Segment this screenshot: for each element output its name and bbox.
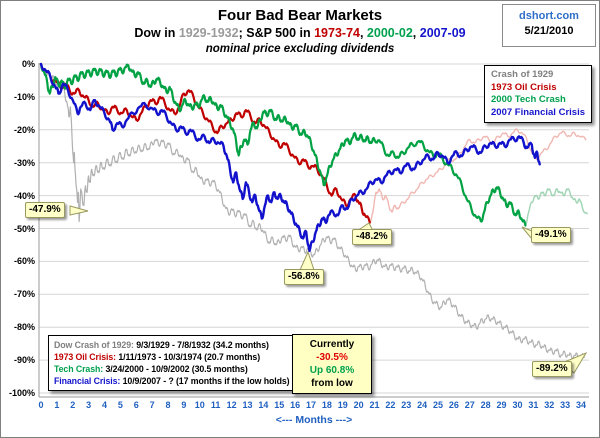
source-date: 5/21/2010 bbox=[524, 25, 574, 37]
subtitle-part: , bbox=[412, 26, 420, 40]
legend-item: Crash of 1929 bbox=[491, 69, 554, 80]
chart-tagline: nominal price excluding dividends bbox=[205, 43, 395, 55]
x-tick-label: 21 bbox=[369, 400, 380, 410]
y-tick-label: -70% bbox=[13, 289, 35, 300]
subtitle-part: Dow in bbox=[134, 26, 179, 40]
x-tick-label: 3 bbox=[86, 400, 92, 410]
callout-label: -47.9% bbox=[25, 202, 65, 218]
x-tick-label: 15 bbox=[274, 400, 285, 410]
currently-change: Up 60.8% bbox=[309, 365, 355, 376]
y-tick-label: -90% bbox=[13, 355, 35, 366]
y-tick-label: -40% bbox=[13, 190, 35, 201]
x-tick-label: 14 bbox=[258, 400, 269, 410]
crash-dates-row: Tech Crash: 3/24/2000 - 10/9/2002 (30.5 … bbox=[54, 363, 290, 375]
x-tick-label: 22 bbox=[385, 400, 396, 410]
x-tick-label: 31 bbox=[528, 400, 539, 410]
x-tick-label: 5 bbox=[117, 400, 123, 410]
subtitle-part: 1929-1932 bbox=[178, 26, 239, 40]
series-line bbox=[369, 128, 587, 224]
y-tick-label: -80% bbox=[13, 322, 35, 333]
callout-tail bbox=[69, 205, 89, 216]
crash-dates-row-text: 9/3/1929 - 7/8/1932 (34.2 months) bbox=[133, 340, 269, 350]
x-tick-label: 2 bbox=[70, 400, 76, 410]
series-line bbox=[524, 188, 588, 227]
y-tick-label: -10% bbox=[13, 91, 35, 102]
x-tick-label: 19 bbox=[337, 400, 348, 410]
subtitle-part: S&P 500 in bbox=[246, 26, 315, 40]
crash-dates-row-text: 10/9/2007 - ? (17 months if the low hold… bbox=[120, 376, 290, 386]
x-tick-label: 24 bbox=[417, 400, 428, 410]
subtitle-part: 2000-02 bbox=[366, 26, 413, 40]
callout-label: -56.8% bbox=[284, 269, 324, 285]
x-tick-label: 23 bbox=[401, 400, 412, 410]
crash-dates-row-label: Financial Crisis: bbox=[54, 376, 121, 386]
x-tick-label: 0 bbox=[38, 400, 44, 410]
currently-title: Currently bbox=[309, 339, 355, 350]
x-tick-label: 10 bbox=[194, 400, 205, 410]
legend-item: 2007 Financial Crisis bbox=[491, 106, 585, 118]
crash-dates-row: Financial Crisis: 10/9/2007 - ? (17 mont… bbox=[54, 375, 290, 387]
crash-dates-row: Dow Crash of 1929: 9/3/1929 - 7/8/1932 (… bbox=[54, 339, 290, 351]
legend-item: 2000 Tech Crash bbox=[491, 94, 566, 105]
crash-dates-row-label: Dow Crash of 1929: bbox=[54, 340, 134, 350]
x-tick-label: 30 bbox=[512, 400, 523, 410]
x-tick-label: 29 bbox=[496, 400, 507, 410]
crash-dates-box: Dow Crash of 1929: 9/3/1929 - 7/8/1932 (… bbox=[48, 335, 296, 391]
crash-dates-row-label: Tech Crash: bbox=[54, 364, 104, 374]
subtitle-part: , bbox=[359, 26, 367, 40]
source-box: dshort.com 5/21/2010 bbox=[502, 4, 596, 47]
x-tick-label: 32 bbox=[544, 400, 555, 410]
x-tick-label: 18 bbox=[321, 400, 332, 410]
series-line bbox=[40, 63, 585, 361]
x-tick-label: 17 bbox=[305, 400, 316, 410]
x-tick-label: 9 bbox=[181, 400, 187, 410]
x-tick-label: 20 bbox=[353, 400, 364, 410]
y-tick-label: -100% bbox=[8, 388, 35, 398]
x-tick-label: 25 bbox=[433, 400, 444, 410]
y-tick-label: -20% bbox=[13, 124, 35, 135]
x-tick-label: 13 bbox=[242, 400, 253, 410]
x-tick-label: 16 bbox=[290, 400, 301, 410]
x-tick-label: 26 bbox=[448, 400, 459, 410]
x-axis-title: <--- Months ---> bbox=[275, 414, 353, 426]
subtitle-part: ; bbox=[238, 26, 247, 40]
chart-subtitle: Dow in 1929-1932; S&P 500 in 1973-74, 20… bbox=[1, 26, 599, 40]
y-tick-label: -50% bbox=[13, 223, 35, 234]
x-tick-label: 33 bbox=[560, 400, 571, 410]
currently-value: -30.5% bbox=[316, 352, 348, 363]
chart-title: Four Bad Bear Markets bbox=[217, 7, 383, 24]
y-tick-label: -30% bbox=[13, 157, 35, 168]
x-tick-label: 8 bbox=[165, 400, 171, 410]
subtitle-part: 2007-09 bbox=[419, 26, 466, 40]
callout-label: -49.1% bbox=[531, 227, 571, 243]
legend-item: 1973 Oil Crisis bbox=[491, 81, 557, 93]
x-tick-label: 1 bbox=[54, 400, 60, 410]
crash-dates-row-text: 1/11/1973 - 10/3/1974 (20.7 months) bbox=[115, 352, 261, 362]
series-line bbox=[39, 62, 541, 253]
x-tick-label: 4 bbox=[102, 400, 108, 410]
x-tick-label: 27 bbox=[464, 400, 475, 410]
x-tick-label: 12 bbox=[226, 400, 237, 410]
callout-label: -89.2% bbox=[532, 361, 572, 377]
callout-label: -48.2% bbox=[352, 229, 392, 245]
x-tick-label: 7 bbox=[149, 400, 155, 410]
source-site-link[interactable]: dshort.com bbox=[519, 10, 579, 22]
currently-suffix: from low bbox=[311, 378, 353, 389]
series-line bbox=[39, 62, 371, 224]
x-tick-label: 28 bbox=[480, 400, 491, 410]
crash-dates-row-label: 1973 Oil Crisis: bbox=[54, 352, 116, 362]
crash-dates-row-text: 3/24/2000 - 10/9/2002 (30.5 months) bbox=[103, 364, 248, 374]
x-tick-label: 11 bbox=[210, 400, 221, 410]
y-tick-label: -60% bbox=[13, 256, 35, 267]
x-tick-label: 6 bbox=[133, 400, 139, 410]
x-tick-label: 34 bbox=[575, 400, 586, 410]
crash-dates-row: 1973 Oil Crisis: 1/11/1973 - 10/3/1974 (… bbox=[54, 351, 290, 363]
currently-box: Currently -30.5% Up 60.8% from low bbox=[292, 334, 372, 394]
y-tick-label: 0% bbox=[21, 59, 35, 69]
legend-box: Crash of 1929 1973 Oil Crisis 2000 Tech Cr… bbox=[484, 65, 592, 123]
subtitle-part: 1973-74 bbox=[314, 26, 360, 40]
